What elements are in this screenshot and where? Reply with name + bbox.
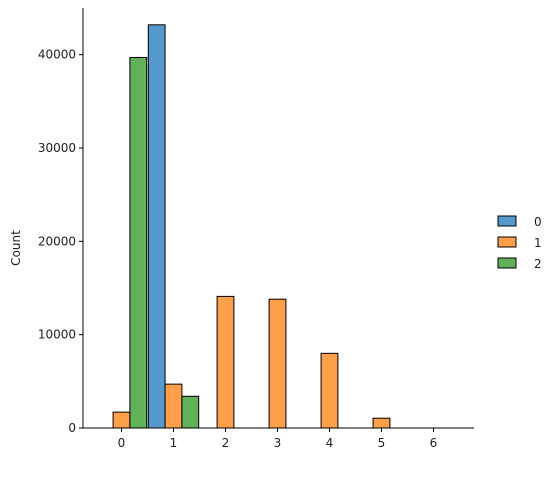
x-tick-label: 0 (118, 436, 126, 450)
x-tick-label: 6 (430, 436, 438, 450)
bars-group (112, 24, 391, 429)
bar-series-0-cat-1 (147, 24, 166, 429)
bar-series-1-cat-4 (320, 352, 339, 429)
y-tick-label: 20000 (38, 234, 76, 248)
x-tick-label: 3 (274, 436, 282, 450)
bar-series-2-cat-1 (181, 395, 200, 429)
x-tick-label: 1 (170, 436, 178, 450)
bar-series-1-cat-2 (216, 295, 235, 429)
legend-swatch-2 (497, 257, 517, 269)
legend-label-2: 2 (534, 257, 542, 271)
x-tick-label: 4 (326, 436, 334, 450)
y-tick-label: 10000 (38, 328, 76, 342)
bar-series-1-cat-0 (112, 411, 131, 429)
y-tick-label: 30000 (38, 141, 76, 155)
bar-series-1-cat-1 (164, 383, 183, 429)
legend: 0 1 2 (497, 215, 542, 271)
y-tick-label: 40000 (38, 48, 76, 62)
x-ticks-group: 0 1 2 3 4 5 6 (118, 428, 438, 450)
bar-series-1-cat-5 (372, 417, 391, 429)
y-axis-title: Count (9, 230, 23, 266)
bar-series-2-cat-0 (129, 56, 148, 429)
y-tick-label: 0 (68, 421, 76, 435)
legend-swatch-1 (497, 236, 517, 248)
legend-label-0: 0 (534, 215, 542, 229)
x-tick-label: 2 (222, 436, 230, 450)
legend-label-1: 1 (534, 236, 542, 250)
bar-series-1-cat-3 (268, 298, 287, 429)
y-ticks-group: 0 10000 20000 30000 40000 (38, 48, 83, 435)
legend-swatch-0 (497, 215, 517, 227)
x-tick-label: 5 (378, 436, 386, 450)
